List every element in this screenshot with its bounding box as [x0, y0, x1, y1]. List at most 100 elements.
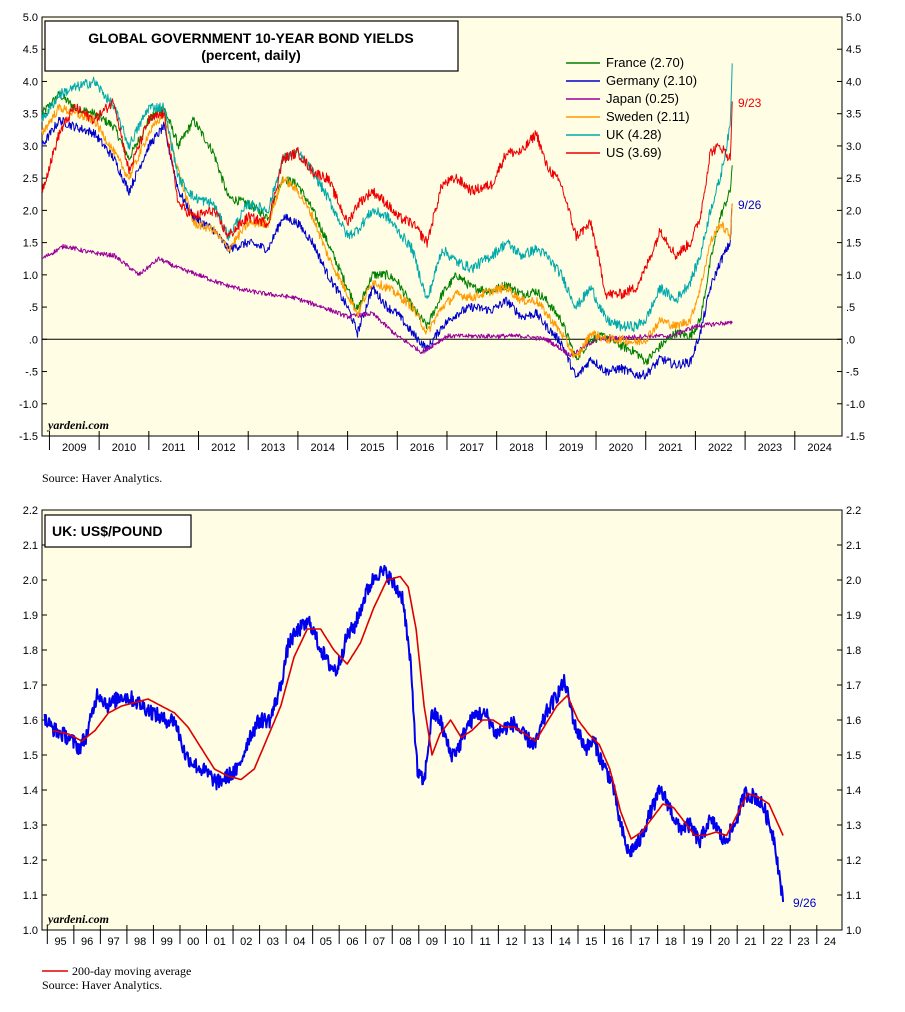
- legend-label: Sweden (2.11): [606, 109, 690, 124]
- y-tick-label: 1.9: [23, 610, 38, 622]
- y-tick-label: 2.0: [846, 575, 861, 587]
- bond-yields-x-axis: 2009 2010 2011 2012 2013 2014 2015 2016 2017 2018…: [48, 431, 832, 454]
- bond-yields-plot-area: [41, 16, 843, 437]
- bond-yields-chart: 5.0 4.5 4.0 3.5 3.0 2.5 2.0 1.5 1.0 .5 .0 -.5 -1.0 -1…: [19, 12, 865, 485]
- y-tick-label: .5: [846, 302, 855, 314]
- bond-yields-y-axis-left: 5.0 4.5 4.0 3.5 3.0 2.5 2.0 1.5 1.0 .5 .0 -.5 -1.0 -1…: [19, 12, 47, 443]
- y-tick-label: 1.0: [23, 270, 38, 282]
- y-tick-label: 1.3: [846, 820, 861, 832]
- x-tick-label: 12: [506, 936, 518, 948]
- y-tick-label: -1.5: [846, 431, 865, 443]
- y-tick-label: 1.1: [23, 890, 38, 902]
- x-tick-label: 17: [638, 936, 650, 948]
- x-tick-label: 21: [744, 936, 756, 948]
- x-tick-label: 2019: [559, 442, 583, 454]
- x-tick-label: 16: [612, 936, 624, 948]
- y-tick-label: 1.8: [846, 645, 861, 657]
- y-tick-label: 2.2: [23, 505, 38, 517]
- y-tick-label: 1.1: [846, 890, 861, 902]
- y-tick-label: 2.0: [846, 205, 861, 217]
- legend-label: Germany (2.10): [606, 73, 697, 88]
- bond-yields-y-axis-right: 5.0 4.5 4.0 3.5 3.0 2.5 2.0 1.5 1.0 .5 .0 -.5 -1.0 -1…: [837, 12, 865, 443]
- bond-yields-watermark: yardeni.com: [46, 418, 109, 432]
- x-tick-label: 07: [373, 936, 385, 948]
- gbp-usd-y-axis-left: 2.2 2.1 2.0 1.9 1.8 1.7 1.6 1.5 1.4 1.3 1.2 1.1 1.0: [23, 505, 47, 937]
- y-tick-label: 1.7: [846, 680, 861, 692]
- x-tick-label: 23: [797, 936, 809, 948]
- x-tick-label: 2023: [758, 442, 782, 454]
- y-tick-label: 1.8: [23, 645, 38, 657]
- x-tick-label: 22: [771, 936, 783, 948]
- gbp-usd-y-axis-right: 2.2 2.1 2.0 1.9 1.8 1.7 1.6 1.5 1.4 1.3 1.2 1.1 1.0: [837, 505, 861, 937]
- bond-yields-annotation-us: 9/23: [738, 96, 762, 110]
- y-tick-label: 1.3: [23, 820, 38, 832]
- y-tick-label: 4.0: [846, 76, 861, 88]
- gbp-usd-chart: 2.22.12.01.91.81.71.61.51.41.31.21.11.0 …: [23, 505, 862, 992]
- bond-yields-series: [41, 63, 733, 380]
- y-tick-label: 1.2: [23, 855, 38, 867]
- y-tick-label: 1.4: [23, 785, 38, 797]
- y-tick-label: 1.6: [23, 715, 38, 727]
- x-tick-label: 99: [161, 936, 173, 948]
- bond-yields-subtitle: (percent, daily): [201, 47, 301, 63]
- y-tick-label: 5.0: [846, 12, 861, 24]
- x-tick-label: 15: [585, 936, 597, 948]
- y-tick-label: 1.9: [846, 610, 861, 622]
- y-tick-label: -.5: [25, 367, 38, 379]
- x-tick-label: 2012: [211, 442, 235, 454]
- gbp-usd-title: UK: US$/POUND: [52, 523, 162, 539]
- y-tick-label: 1.0: [846, 925, 861, 937]
- y-tick-label: 4.5: [846, 44, 861, 56]
- y-tick-label: 4.0: [23, 76, 38, 88]
- x-tick-label: 95: [54, 936, 66, 948]
- y-tick-label: 2.0: [23, 205, 38, 217]
- gbp-usd-annotation: 9/26: [793, 896, 817, 910]
- y-tick-label: -1.0: [19, 399, 38, 411]
- x-tick-label: 2013: [261, 442, 285, 454]
- x-tick-label: 00: [187, 936, 199, 948]
- x-tick-label: 2017: [460, 442, 484, 454]
- x-tick-label: 06: [346, 936, 358, 948]
- legend-label: France (2.70): [606, 55, 684, 70]
- y-tick-label: 1.5: [23, 238, 38, 250]
- moving-average-legend-label: 200-day moving average: [72, 964, 191, 978]
- y-tick-label: .0: [29, 334, 38, 346]
- x-tick-label: 13: [532, 936, 544, 948]
- y-tick-label: 1.6: [846, 715, 861, 727]
- x-tick-label: 2016: [410, 442, 434, 454]
- legend-label: US (3.69): [606, 145, 662, 160]
- y-tick-label: 1.2: [846, 855, 861, 867]
- x-tick-label: 02: [240, 936, 252, 948]
- y-tick-label: 2.2: [846, 505, 861, 517]
- x-tick-label: 19: [691, 936, 703, 948]
- y-tick-label: 2.1: [846, 540, 861, 552]
- legend-label: Japan (0.25): [606, 91, 679, 106]
- y-tick-label: .0: [846, 334, 855, 346]
- y-tick-label: 2.0: [23, 575, 38, 587]
- y-tick-label: 3.0: [846, 141, 861, 153]
- gbp-usd-x-axis: 95 96 97 98 99 00 01 02 03 04 05 06 07 08 09 10 11 12 13 14…: [46, 925, 836, 948]
- gbp-usd-title-box: [44, 514, 192, 548]
- y-tick-label: 1.0: [23, 925, 38, 937]
- y-tick-label: 5.0: [23, 12, 38, 24]
- legend-label: UK (4.28): [606, 127, 662, 142]
- x-tick-label: 2020: [609, 442, 633, 454]
- x-tick-label: 04: [293, 936, 305, 948]
- y-tick-label: 1.4: [846, 785, 861, 797]
- x-tick-label: 2011: [162, 442, 186, 454]
- y-tick-label: .5: [29, 302, 38, 314]
- x-tick-label: 10: [452, 936, 464, 948]
- x-tick-label: 14: [559, 936, 571, 948]
- series-line-japan-0-25: [42, 243, 733, 357]
- x-tick-label: 09: [426, 936, 438, 948]
- y-tick-label: 3.0: [23, 141, 38, 153]
- bond-yields-annotation-germany: 9/26: [738, 198, 762, 212]
- x-tick-label: 2024: [807, 442, 831, 454]
- series-line-germany-2-10: [41, 116, 733, 380]
- x-tick-label: 01: [214, 936, 226, 948]
- x-tick-label: 18: [665, 936, 677, 948]
- series-line-us-pound: [43, 564, 785, 903]
- x-tick-label: 05: [320, 936, 332, 948]
- x-tick-label: 2022: [708, 442, 732, 454]
